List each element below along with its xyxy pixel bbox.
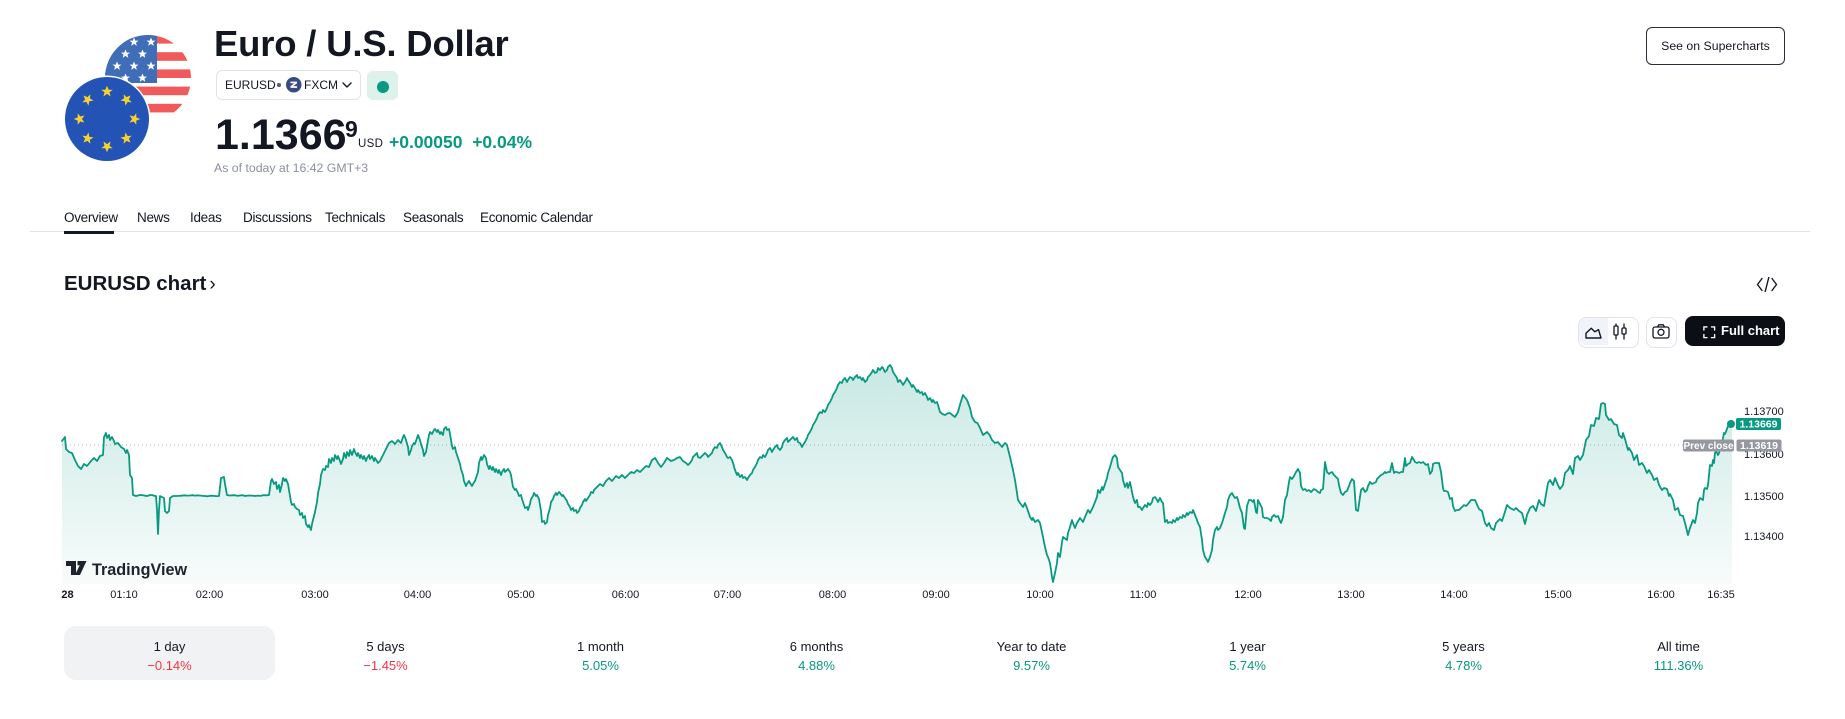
svg-text:TradingView: TradingView (92, 561, 187, 579)
svg-text:07:00: 07:00 (714, 589, 742, 601)
svg-text:05:00: 05:00 (507, 589, 535, 601)
svg-text:16:35: 16:35 (1707, 589, 1735, 601)
svg-text:10:00: 10:00 (1026, 589, 1054, 601)
svg-text:15:00: 15:00 (1544, 589, 1572, 601)
svg-text:1.13400: 1.13400 (1744, 531, 1784, 543)
svg-text:08:00: 08:00 (819, 589, 847, 601)
svg-text:14:00: 14:00 (1440, 589, 1468, 601)
svg-text:01:10: 01:10 (110, 589, 138, 601)
svg-text:1.13700: 1.13700 (1744, 406, 1784, 418)
svg-text:28: 28 (61, 589, 73, 601)
svg-text:16:00: 16:00 (1647, 589, 1675, 601)
svg-text:1.13500: 1.13500 (1744, 491, 1784, 503)
svg-text:03:00: 03:00 (301, 589, 329, 601)
svg-text:Prev close: Prev close (1683, 441, 1733, 452)
svg-text:09:00: 09:00 (922, 589, 950, 601)
svg-text:06:00: 06:00 (612, 589, 640, 601)
svg-text:1.13669: 1.13669 (1740, 419, 1778, 431)
svg-text:11:00: 11:00 (1130, 589, 1157, 601)
svg-text:1.13600: 1.13600 (1744, 449, 1784, 461)
svg-text:1.13619: 1.13619 (1740, 440, 1778, 452)
svg-text:13:00: 13:00 (1337, 589, 1365, 601)
svg-text:04:00: 04:00 (404, 589, 432, 601)
svg-text:12:00: 12:00 (1234, 589, 1262, 601)
svg-text:02:00: 02:00 (196, 589, 224, 601)
